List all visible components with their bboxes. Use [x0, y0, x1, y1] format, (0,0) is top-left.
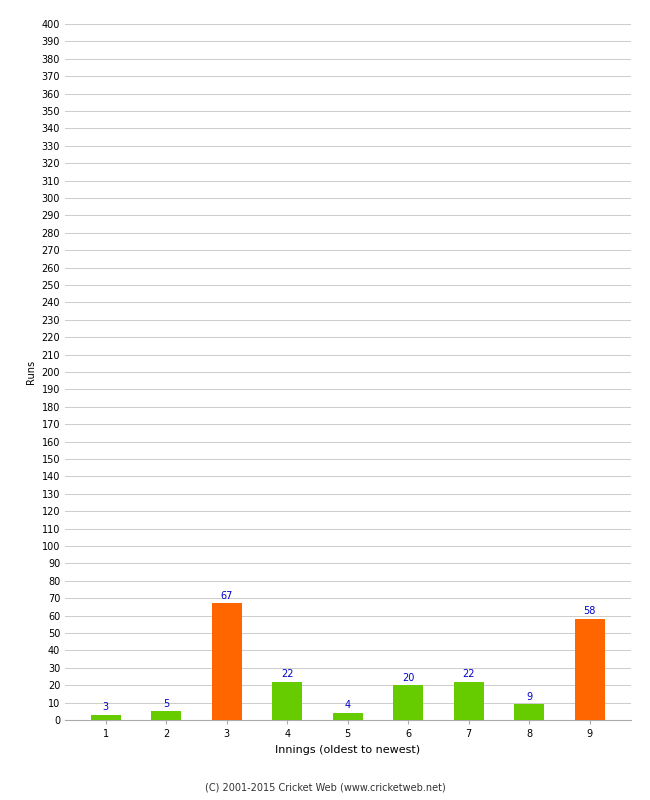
Text: 5: 5	[163, 698, 170, 709]
Text: (C) 2001-2015 Cricket Web (www.cricketweb.net): (C) 2001-2015 Cricket Web (www.cricketwe…	[205, 782, 445, 792]
Text: 3: 3	[103, 702, 109, 712]
Bar	[91, 714, 121, 720]
Text: 20: 20	[402, 673, 415, 682]
Y-axis label: Runs: Runs	[26, 360, 36, 384]
Bar	[393, 685, 423, 720]
Bar	[454, 682, 484, 720]
Bar	[333, 713, 363, 720]
Text: 9: 9	[526, 692, 532, 702]
Bar	[575, 619, 604, 720]
Text: 67: 67	[220, 591, 233, 601]
Bar	[272, 682, 302, 720]
Text: 58: 58	[584, 606, 596, 617]
Text: 22: 22	[462, 669, 475, 679]
X-axis label: Innings (oldest to newest): Innings (oldest to newest)	[275, 745, 421, 754]
Bar	[212, 603, 242, 720]
Text: 22: 22	[281, 669, 294, 679]
Bar	[514, 704, 544, 720]
Bar	[151, 711, 181, 720]
Text: 4: 4	[344, 701, 351, 710]
